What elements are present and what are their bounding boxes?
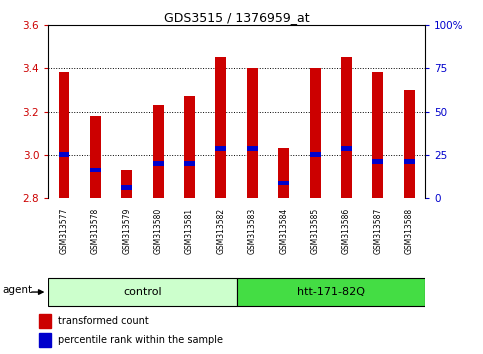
Text: agent: agent xyxy=(2,285,32,295)
Title: GDS3515 / 1376959_at: GDS3515 / 1376959_at xyxy=(164,11,310,24)
Bar xyxy=(372,73,384,198)
Bar xyxy=(215,146,227,151)
Text: GSM313584: GSM313584 xyxy=(279,207,288,254)
Bar xyxy=(310,68,321,198)
Bar xyxy=(278,148,289,198)
Bar xyxy=(247,146,258,151)
Bar xyxy=(372,159,384,164)
Bar xyxy=(58,153,70,157)
Text: GSM313586: GSM313586 xyxy=(342,207,351,254)
Bar xyxy=(341,146,352,151)
Text: GSM313580: GSM313580 xyxy=(154,207,163,254)
Bar xyxy=(278,181,289,185)
Bar xyxy=(341,57,352,198)
Bar xyxy=(90,168,101,172)
Bar xyxy=(310,153,321,157)
Text: GSM313588: GSM313588 xyxy=(405,207,414,254)
Bar xyxy=(215,57,227,198)
Bar xyxy=(153,161,164,166)
Bar xyxy=(184,96,195,198)
Bar xyxy=(153,105,164,198)
Bar xyxy=(404,90,415,198)
Text: GSM313578: GSM313578 xyxy=(91,207,100,254)
Text: htt-171-82Q: htt-171-82Q xyxy=(297,287,365,297)
Bar xyxy=(184,161,195,166)
Text: GSM313583: GSM313583 xyxy=(248,207,257,254)
Text: GSM313579: GSM313579 xyxy=(122,207,131,254)
Bar xyxy=(90,116,101,198)
Text: control: control xyxy=(123,287,162,297)
Bar xyxy=(121,170,132,198)
Bar xyxy=(58,73,70,198)
Bar xyxy=(121,185,132,190)
Text: GSM313587: GSM313587 xyxy=(373,207,383,254)
Bar xyxy=(237,278,425,306)
Bar xyxy=(48,278,237,306)
Bar xyxy=(247,68,258,198)
Bar xyxy=(39,333,51,347)
Text: GSM313585: GSM313585 xyxy=(311,207,320,254)
Text: transformed count: transformed count xyxy=(58,316,149,326)
Text: GSM313581: GSM313581 xyxy=(185,207,194,254)
Bar xyxy=(404,159,415,164)
Text: GSM313577: GSM313577 xyxy=(59,207,69,254)
Text: GSM313582: GSM313582 xyxy=(216,207,226,254)
Bar xyxy=(39,314,51,328)
Text: percentile rank within the sample: percentile rank within the sample xyxy=(58,335,223,345)
